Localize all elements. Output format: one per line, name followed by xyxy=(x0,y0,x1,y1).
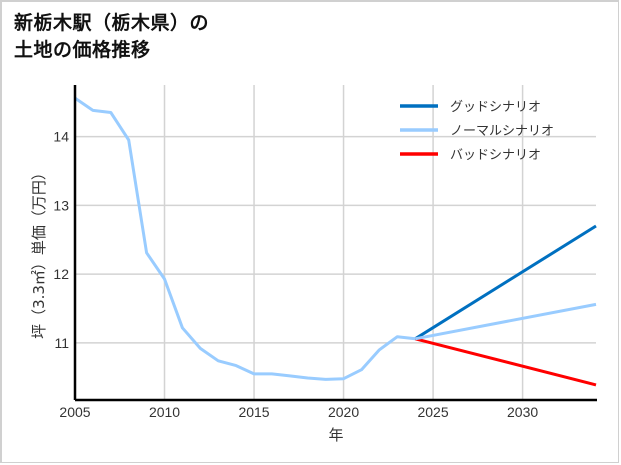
y-tick-label: 13 xyxy=(53,197,69,213)
chart-title-line1: 新栃木駅（栃木県）の xyxy=(14,12,210,34)
x-tick-label: 2010 xyxy=(149,404,180,420)
y-tick-label: 12 xyxy=(53,266,69,282)
series-line xyxy=(414,302,597,341)
y-tick-label: 14 xyxy=(53,129,69,145)
series-line xyxy=(414,337,597,387)
legend: グッドシナリオ ノーマルシナリオ バッドシナリオ xyxy=(400,100,554,163)
x-axis-label: 年 xyxy=(328,426,343,444)
legend-label-normal: ノーマルシナリオ xyxy=(450,124,554,139)
x-tick-label: 2005 xyxy=(59,404,90,420)
y-axis-label: 坪（3.3㎡）単価（万円） xyxy=(30,165,48,339)
axes xyxy=(73,85,597,402)
chart-title: 新栃木駅（栃木県）の 土地の価格推移 xyxy=(14,10,209,64)
data-series xyxy=(74,96,597,387)
tick-labels: 2005 2010 2015 2020 2025 2030 11 12 13 14 xyxy=(53,129,538,420)
legend-label-bad: バッドシナリオ xyxy=(450,148,541,163)
x-tick-label: 2020 xyxy=(328,404,359,420)
y-tick-label: 11 xyxy=(54,335,69,351)
legend-label-good: グッドシナリオ xyxy=(450,100,541,115)
chart-title-line2: 土地の価格推移 xyxy=(14,39,151,61)
series-line xyxy=(414,224,597,341)
x-tick-label: 2030 xyxy=(507,404,538,420)
series-line xyxy=(74,96,416,381)
x-tick-label: 2015 xyxy=(238,404,269,420)
x-tick-label: 2025 xyxy=(417,404,448,420)
